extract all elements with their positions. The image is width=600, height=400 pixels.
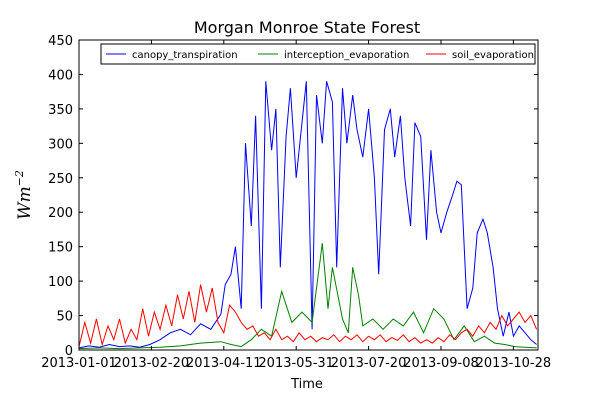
legend-label-soil_evaporation: soil_evaporation [452,50,534,61]
series-line-canopy_transpiration [79,81,537,349]
legend-label-interception_evaporation: interception_evaporation [284,50,409,61]
y-tick-label: 150 [48,241,73,256]
series-line-soil_evaporation [79,284,538,347]
x-tick-label: 2013-02-20 [114,356,190,371]
y-axis-label: Wm−2 [13,170,35,220]
x-tick-label: 2013-09-08 [403,356,479,371]
y-tick-label: 250 [48,172,73,187]
y-tick-label: 100 [48,275,73,290]
y-tick-label: 450 [48,34,73,49]
svg-text:Wm−2: Wm−2 [13,170,35,220]
y-tick-label: 200 [48,206,73,221]
x-tick-label: 2013-05-31 [258,356,334,371]
legend: canopy_transpiration interception_evapora… [100,43,536,65]
x-tick-label: 2013-04-11 [186,356,262,371]
series-line-interception_evaporation [79,243,537,350]
legend-box [100,43,536,65]
x-tick-label: 2013-07-20 [331,356,407,371]
plot-frame [78,39,539,351]
y-tick-label: 0 [65,344,73,359]
legend-label-canopy_transpiration: canopy_transpiration [132,50,238,61]
y-tick-label: 300 [48,137,73,152]
chart-title: Morgan Monroe State Forest [194,18,420,37]
x-tick-label: 2013-01-01 [41,356,117,371]
y-axis-label-text: Wm [15,186,35,220]
x-tick-label: 2013-10-28 [476,356,552,371]
x-axis-label: Time [290,377,323,392]
y-tick-label: 350 [48,103,73,118]
y-axis-label-superscript: −2 [13,170,26,186]
y-tick-label: 400 [48,68,73,83]
y-tick-label: 50 [56,310,73,325]
